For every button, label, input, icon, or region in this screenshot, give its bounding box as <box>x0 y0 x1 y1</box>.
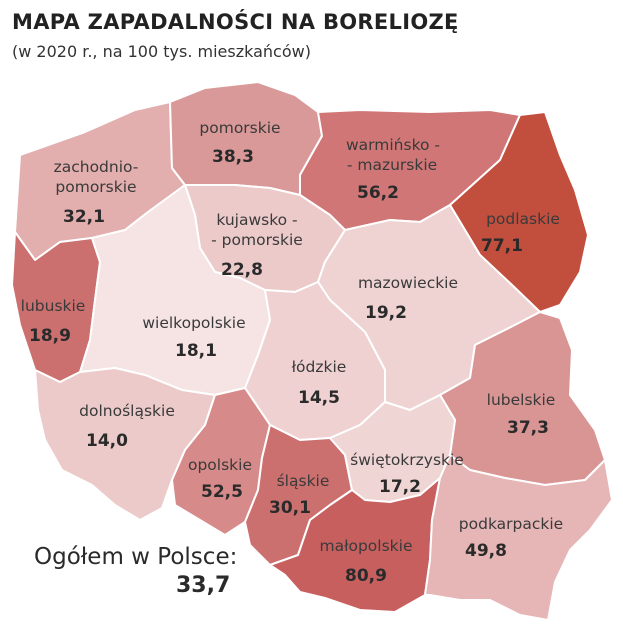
region-name: pomorskie <box>199 119 280 137</box>
region-name: kujawsko - <box>216 211 297 229</box>
label-kujawsko-pomorskie: kujawsko - - pomorskie 22,8 <box>211 211 303 280</box>
region-value: 18,1 <box>175 341 217 361</box>
label-slaskie: śląskie 30,1 <box>269 472 329 518</box>
region-value: 14,5 <box>298 388 340 408</box>
label-lodzkie: łódzkie 14,5 <box>292 358 347 408</box>
region-name: wielkopolskie <box>142 314 245 332</box>
region-name: pomorskie <box>55 178 136 196</box>
region-value: 22,8 <box>221 260 263 280</box>
region-value: 77,1 <box>481 236 523 256</box>
region-value: 32,1 <box>63 207 105 227</box>
region-name: opolskie <box>188 456 252 474</box>
label-lubuskie: lubuskie 18,9 <box>21 297 86 346</box>
region-name: lubuskie <box>21 297 86 315</box>
region-name: mazowieckie <box>358 274 458 292</box>
total-value: 33,7 <box>176 573 231 598</box>
region-value: 49,8 <box>465 541 507 561</box>
label-swietokrzyskie: świętokrzyskie 17,2 <box>350 451 464 497</box>
region-name: - mazurskie <box>347 156 437 174</box>
region-value: 18,9 <box>29 326 71 346</box>
label-lubelskie: lubelskie 37,3 <box>487 391 556 438</box>
region-name: śląskie <box>277 472 330 490</box>
label-podkarpackie: podkarpackie 49,8 <box>459 515 563 561</box>
region-malopolskie <box>269 477 441 613</box>
region-podkarpackie <box>424 454 613 621</box>
map-title: MAPA ZAPADALNOŚCI NA BORELIOZĘ <box>12 10 459 34</box>
region-value: 19,2 <box>365 303 407 323</box>
region-value: 56,2 <box>357 183 399 203</box>
label-opolskie: opolskie 52,5 <box>188 456 252 502</box>
region-value: 38,3 <box>212 147 254 167</box>
region-name: dolnośląskie <box>79 402 175 420</box>
region-name: warmińsko - <box>346 136 440 154</box>
region-shape <box>269 477 441 613</box>
region-name: podkarpackie <box>459 515 563 533</box>
label-malopolskie: małopolskie 80,9 <box>319 537 412 586</box>
map-subtitle: (w 2020 r., na 100 tys. mieszkańców) <box>12 42 311 61</box>
region-name: zachodnio- <box>54 158 139 176</box>
region-value: 14,0 <box>86 431 128 451</box>
region-name: podlaskie <box>486 210 560 228</box>
region-shape <box>424 454 613 621</box>
region-name: łódzkie <box>292 358 347 376</box>
label-wielkopolskie: wielkopolskie 18,1 <box>142 314 245 361</box>
label-podlaskie: podlaskie 77,1 <box>481 210 560 256</box>
region-name: lubelskie <box>487 391 556 409</box>
label-mazowieckie: mazowieckie 19,2 <box>358 274 458 323</box>
region-name: małopolskie <box>319 537 412 555</box>
region-value: 52,5 <box>201 482 243 502</box>
label-zachodniopomorskie: zachodnio- pomorskie 32,1 <box>54 158 139 227</box>
label-pomorskie: pomorskie 38,3 <box>199 119 280 167</box>
label-warminsko-mazurskie: warmińsko - - mazurskie 56,2 <box>346 136 440 203</box>
region-value: 80,9 <box>345 566 387 586</box>
region-value: 17,2 <box>379 477 421 497</box>
region-name: - pomorskie <box>211 231 303 249</box>
region-value: 30,1 <box>269 498 311 518</box>
label-dolnoslaskie: dolnośląskie 14,0 <box>79 402 175 451</box>
region-name: świętokrzyskie <box>350 451 464 469</box>
total-label: Ogółem w Polsce: <box>34 544 238 570</box>
region-value: 37,3 <box>507 418 549 438</box>
